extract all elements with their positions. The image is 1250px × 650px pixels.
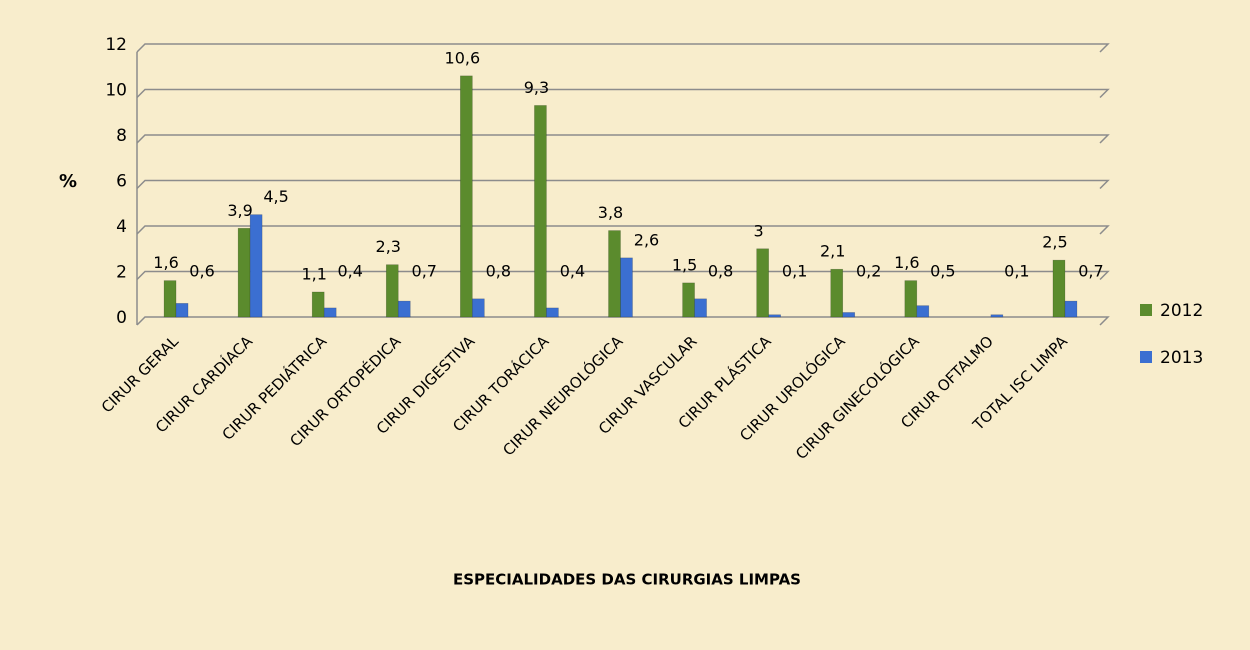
grid-line bbox=[136, 134, 1110, 144]
value-label: 10,6 bbox=[445, 48, 481, 67]
legend-label: 2012 bbox=[1160, 301, 1203, 321]
value-label: 1,5 bbox=[672, 255, 697, 274]
x-tick-label: CIRUR GERAL bbox=[98, 332, 183, 417]
x-tick-label: CIRUR NEUROLÓGICA bbox=[499, 331, 627, 459]
bar bbox=[756, 248, 769, 318]
value-label: 1,6 bbox=[153, 253, 178, 272]
value-label: 2,3 bbox=[376, 237, 401, 256]
grid-line bbox=[136, 88, 1110, 99]
value-label: 3,9 bbox=[227, 201, 252, 220]
grid-line bbox=[136, 225, 1110, 235]
value-label: 0,1 bbox=[1004, 262, 1029, 281]
legend-swatch bbox=[1140, 304, 1152, 316]
value-label: 0,5 bbox=[930, 262, 955, 281]
value-label: 2,5 bbox=[1042, 233, 1067, 252]
bar bbox=[311, 291, 325, 318]
value-label: 0,8 bbox=[486, 262, 511, 281]
bar bbox=[472, 298, 485, 318]
y-tick-label: 10 bbox=[105, 81, 127, 101]
bar bbox=[916, 305, 930, 318]
value-label: 3,8 bbox=[598, 203, 623, 222]
legend-swatch bbox=[1140, 351, 1152, 363]
bar bbox=[237, 227, 251, 318]
bar bbox=[323, 307, 337, 318]
x-axis-title: ESPECIALIDADES DAS CIRURGIAS LIMPAS bbox=[453, 571, 801, 589]
bar bbox=[163, 280, 177, 318]
bar bbox=[608, 230, 621, 318]
value-label: 0,7 bbox=[1078, 262, 1103, 281]
bar bbox=[904, 280, 918, 318]
value-label: 0,2 bbox=[856, 262, 881, 281]
value-label: 2,1 bbox=[820, 242, 845, 261]
bar bbox=[1064, 300, 1078, 318]
y-tick-label: 4 bbox=[116, 217, 127, 237]
y-tick-label: 6 bbox=[116, 172, 127, 192]
y-tick-label: 2 bbox=[116, 263, 127, 283]
y-tick-label: 8 bbox=[116, 126, 127, 146]
bar bbox=[842, 312, 856, 318]
y-axis-label: % bbox=[59, 171, 77, 192]
value-label: 1,6 bbox=[894, 253, 919, 272]
bar bbox=[1052, 259, 1066, 318]
bar bbox=[546, 307, 559, 318]
grid-line bbox=[136, 179, 1110, 190]
bar bbox=[175, 303, 189, 318]
value-label: 0,4 bbox=[560, 262, 585, 281]
y-tick-label: 12 bbox=[105, 35, 127, 55]
bar bbox=[694, 298, 707, 318]
bar bbox=[768, 314, 781, 318]
bar bbox=[534, 105, 547, 318]
legend-label: 2013 bbox=[1160, 348, 1203, 368]
bar bbox=[682, 282, 695, 318]
value-label: 3 bbox=[754, 221, 764, 240]
value-label: 0,6 bbox=[189, 262, 214, 281]
value-label: 0,7 bbox=[412, 262, 437, 281]
grid-line bbox=[136, 316, 1110, 326]
value-label: 0,1 bbox=[782, 262, 807, 281]
bar bbox=[460, 75, 473, 318]
value-label: 0,8 bbox=[708, 262, 733, 281]
grid-line bbox=[136, 43, 1110, 53]
bar bbox=[620, 257, 633, 318]
bar bbox=[830, 268, 844, 318]
x-tick-label: CIRUR GINECOLÓGICA bbox=[791, 331, 923, 463]
bar bbox=[397, 300, 411, 318]
value-label: 0,4 bbox=[337, 262, 362, 281]
value-label: 4,5 bbox=[263, 187, 288, 206]
value-label: 1,1 bbox=[301, 264, 326, 283]
bar bbox=[249, 214, 263, 318]
bar bbox=[990, 314, 1004, 318]
value-label: 9,3 bbox=[524, 78, 549, 97]
value-label: 2,6 bbox=[634, 230, 659, 249]
y-tick-label: 0 bbox=[116, 308, 127, 328]
bar bbox=[385, 264, 399, 318]
